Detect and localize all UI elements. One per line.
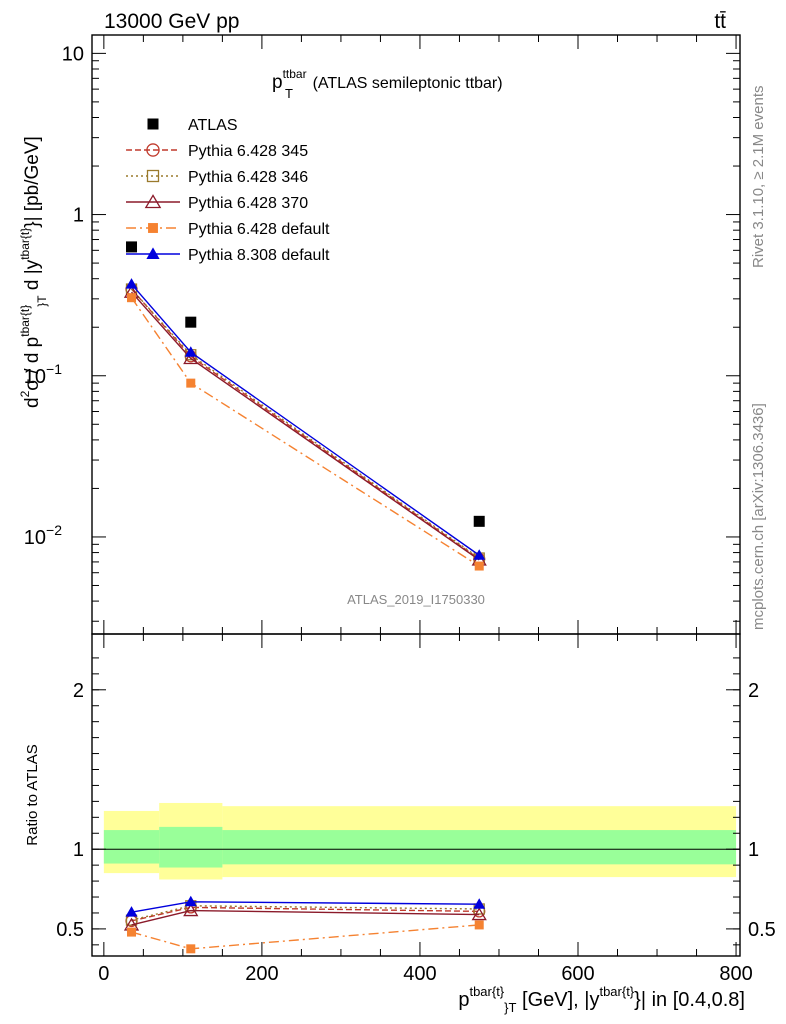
rivet-label: Rivet 3.1.10, ≥ 2.1M events [750,86,767,269]
point-pydef [186,378,196,388]
ratio-point-pydef [186,944,196,954]
ratio-panel: 0.5 0.5 1 1 2 2 0 200 400 600 800 Ratio to ATLAS p… [24,633,776,1015]
x-tick-label: 400 [403,963,436,985]
series-py345 [125,282,486,566]
ratio-line-pydef [131,924,480,950]
point-pydef [474,561,484,571]
legend-label: ATLAS [188,117,238,134]
ratio-point-pydef [474,920,484,930]
legend-marker [146,169,160,183]
legend-item-pydef: Pythia 6.428 default [126,221,330,238]
title-sup: ttbar [283,67,307,81]
x-tick-label: 800 [719,963,752,985]
uncertainty-band-inner [103,830,160,864]
legend-label: Pythia 6.428 370 [188,195,308,212]
legend-item-data: ATLAS [147,117,238,134]
x-tick-label: 600 [561,963,594,985]
uncertainty-band-inner [159,826,223,868]
legend-item-py346: Pythia 6.428 346 [126,169,308,186]
ratio-y-tick-label-right: 0.5 [748,919,776,941]
point-py8 [125,278,138,289]
data-point [126,241,138,253]
legend-label: Pythia 6.428 346 [188,169,308,186]
title-main: p [272,72,283,93]
x-tick-label: 0 [98,963,109,985]
data-point [185,316,197,328]
series-line-pydef [130,297,480,567]
ratio-point-py370 [183,903,199,917]
legend-item-py345: Pythia 6.428 345 [126,143,308,160]
point-py370 [183,351,199,365]
ratio-line-py370 [131,909,480,926]
series-line-py345 [130,288,480,560]
y-tick-label: 1 [73,205,84,227]
ratio-series-pydef [127,920,484,954]
y-tick-label: 10 [62,43,84,65]
ratio-y-tick-label: 0.5 [56,919,84,941]
main-panel: 10 1 10−1 10−2 pttbar (ATLAS semileptonic tt… [18,34,741,635]
legend-label: Pythia 8.308 default [188,247,330,264]
legend-label: Pythia 6.428 345 [188,143,308,160]
title-sub: T [285,86,293,101]
mcplots-label: mcplots.cern.ch [arXiv:1306.3436] [750,403,767,630]
ratio-point-py8 [473,898,486,909]
x-axis-label: ptbar{t}}T [GeV], |ytbar{t}}| in [0.4,0.… [458,984,745,1015]
point-py8 [473,549,486,560]
legend-marker [146,143,160,157]
series-pydef [127,293,484,571]
legend-marker [147,118,159,130]
ratio-point-py8 [125,906,138,917]
series-data [126,241,485,527]
y-tick-label: 10−1 [24,361,62,388]
process-label: tt̄ [714,10,726,33]
series-line-py8 [130,283,480,556]
ratio-line-py345 [131,906,480,922]
legend-label: Pythia 6.428 default [188,221,330,238]
legend: ATLAS Pythia 6.428 345 Pythia 6.428 346 Pyt… [126,117,330,264]
ratio-point-pydef [127,927,137,937]
ratio-ylabel: Ratio to ATLAS [24,744,41,845]
plot-title: pttbar (ATLAS semileptonic ttbar) [272,67,503,93]
legend-item-py370: Pythia 6.428 370 [126,194,308,212]
ratio-point-py8 [184,895,197,907]
legend-marker [148,223,158,233]
legend-item-py8: Pythia 8.308 default [126,247,330,264]
data-point [473,515,485,527]
ratio-y-tick-label-right: 2 [748,680,759,702]
legend-marker [144,194,162,209]
ratio-y-tick-label-right: 1 [748,839,759,861]
point-pydef [127,293,137,303]
ratio-y-tick-label: 1 [73,839,84,861]
uncertainty-band-inner [222,830,737,865]
legend-marker [146,247,160,259]
point-py8 [184,346,197,357]
series-line-py370 [130,291,480,561]
ratio-frame [91,633,741,957]
energy-label: 13000 GeV pp [104,10,239,33]
ratio-point-py370 [471,907,487,921]
ratio-series-py370 [123,903,487,931]
analysis-id: ATLAS_2019_I1750330 [347,592,485,607]
y-tick-label: 10−2 [24,522,62,549]
title-rest: (ATLAS semileptonic ttbar) [313,75,503,92]
ratio-series-py8 [125,895,486,917]
series-py8 [125,278,486,560]
ratio-y-tick-label: 2 [73,680,84,702]
x-tick-label: 200 [245,963,278,985]
series-py370 [123,284,487,566]
